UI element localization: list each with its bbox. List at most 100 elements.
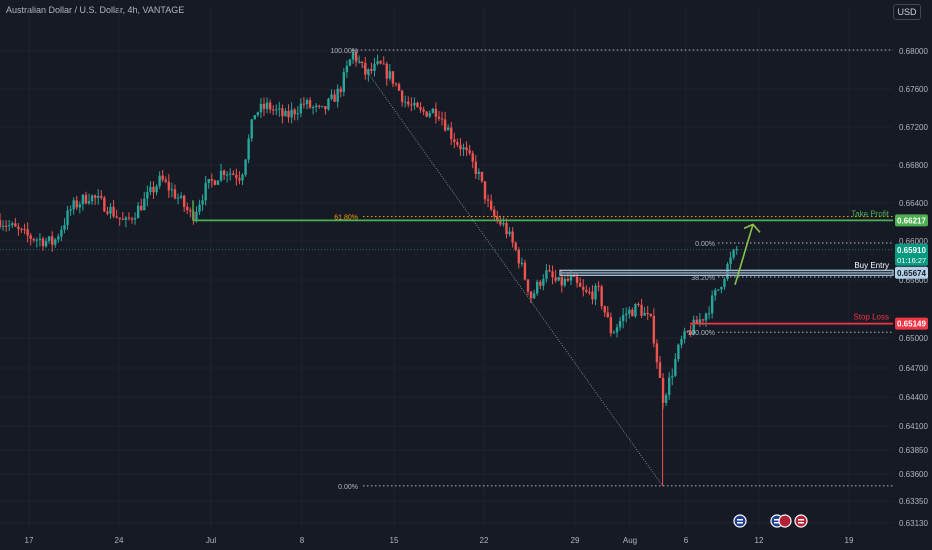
candle-body: [612, 332, 616, 334]
candle-body: [152, 186, 155, 193]
candle-body: [422, 109, 425, 112]
candle-body: [173, 189, 177, 199]
candle-body: [376, 61, 379, 64]
candle-body: [23, 228, 26, 230]
candle-body: [471, 153, 474, 162]
y-tick-label: 0.64100: [899, 422, 928, 431]
candle-body: [87, 201, 91, 204]
candle-body: [397, 84, 401, 91]
y-tick-label: 0.63600: [899, 470, 928, 479]
candle-body: [625, 313, 628, 315]
candle-body: [591, 291, 594, 300]
candle-body: [431, 108, 435, 114]
candle-body: [330, 94, 333, 99]
candle-body: [701, 319, 705, 321]
time-axis[interactable]: 17 24 Jul 8 15 22 29 Aug 6 12 19: [25, 536, 854, 545]
candle-body: [57, 236, 60, 240]
au-us-flag-icon-stripe: [774, 519, 780, 521]
candle-body: [232, 173, 235, 175]
x-tick-label: 29: [571, 536, 580, 545]
candle-body: [732, 250, 735, 258]
last-price-tag: 0.65910: [897, 246, 926, 255]
candle-body: [486, 199, 490, 201]
candle-body: [545, 270, 548, 279]
candle-body: [72, 200, 75, 210]
y-tick-label: 0.64700: [899, 364, 928, 373]
candle-body: [296, 113, 299, 115]
candle-body: [459, 144, 462, 150]
y-tick-label: 0.68000: [899, 47, 928, 56]
y-tick-label: 0.66400: [899, 199, 928, 208]
candle-body: [351, 51, 355, 60]
candle-body: [526, 279, 530, 292]
candle-body: [222, 170, 226, 175]
au-flag-icon[interactable]: [733, 514, 747, 528]
candle-body: [84, 194, 88, 204]
candle-body: [133, 218, 137, 220]
y-tick-label: 0.65600: [899, 276, 928, 285]
candle-body: [462, 147, 465, 150]
candle-body: [164, 179, 167, 182]
candle-body: [26, 229, 29, 236]
event-icons[interactable]: [733, 514, 808, 528]
fib-label-0: 0.00%: [338, 484, 358, 491]
candle-body: [198, 204, 201, 212]
candle-body: [450, 127, 453, 140]
candle-body: [410, 104, 413, 106]
candle-body: [505, 223, 508, 235]
candle-body: [44, 240, 48, 247]
candle-body: [428, 113, 431, 117]
candle-body: [419, 107, 422, 110]
candle-body: [170, 189, 174, 191]
x-tick-label: Jul: [206, 536, 216, 545]
candle-body: [278, 108, 281, 110]
candle-body: [446, 127, 450, 131]
candle-body: [667, 377, 671, 395]
candle-body: [434, 108, 438, 117]
buy-entry-price-tag-bg: [895, 266, 928, 279]
candle-body: [275, 109, 278, 111]
y-tick-label: 0.63130: [899, 519, 928, 528]
us-flag-icon[interactable]: [778, 514, 792, 528]
candle-body: [695, 319, 699, 324]
candle-body: [176, 197, 180, 199]
candle-body: [726, 263, 729, 279]
candle-body: [532, 293, 536, 299]
candle-body: [115, 216, 118, 218]
x-tick-label: 8: [300, 536, 305, 545]
candle-body: [324, 106, 327, 110]
candle-body: [207, 179, 210, 183]
candle-body: [287, 111, 290, 118]
candle-body: [735, 249, 738, 251]
candle-body: [262, 103, 266, 109]
au-flag-icon-circle[interactable]: [733, 514, 747, 528]
candle-body: [535, 281, 539, 294]
candle-body: [575, 276, 579, 283]
candle-body: [407, 101, 410, 105]
overlays: 100.00% 61.80% 0.00% 0.00% 38.20% 100.00% Take…: [0, 48, 894, 491]
candle-body: [272, 109, 275, 111]
candle-body: [680, 338, 683, 345]
stop-loss-label: Stop Loss: [853, 313, 889, 322]
candle-body: [468, 150, 471, 154]
candle-body: [97, 195, 100, 198]
us-flag-icon-circle[interactable]: [794, 514, 808, 528]
price-axis[interactable]: 0.68000 0.67600 0.67200 0.66800 0.66400 0.660…: [899, 47, 928, 528]
candle-body: [563, 278, 567, 286]
stop-loss-price-tag-bg: [895, 317, 928, 330]
candle-body: [578, 282, 582, 287]
candle-body: [704, 313, 708, 321]
us-flag-icon[interactable]: [794, 514, 808, 528]
candle-body: [637, 304, 640, 306]
fib-trend-line: [351, 49, 663, 487]
candle-body: [582, 286, 585, 290]
candle-body: [182, 195, 186, 207]
candle-body: [379, 61, 382, 64]
currency-button[interactable]: USD: [893, 4, 921, 20]
take-profit-label: Take Profit: [851, 209, 890, 218]
candle-body: [425, 111, 428, 117]
candle-body: [342, 72, 346, 92]
candle-body: [606, 312, 609, 318]
last-price-tag-bg: [895, 243, 928, 266]
